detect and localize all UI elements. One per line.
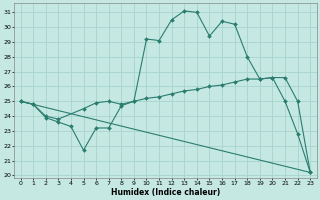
X-axis label: Humidex (Indice chaleur): Humidex (Indice chaleur) <box>111 188 220 197</box>
